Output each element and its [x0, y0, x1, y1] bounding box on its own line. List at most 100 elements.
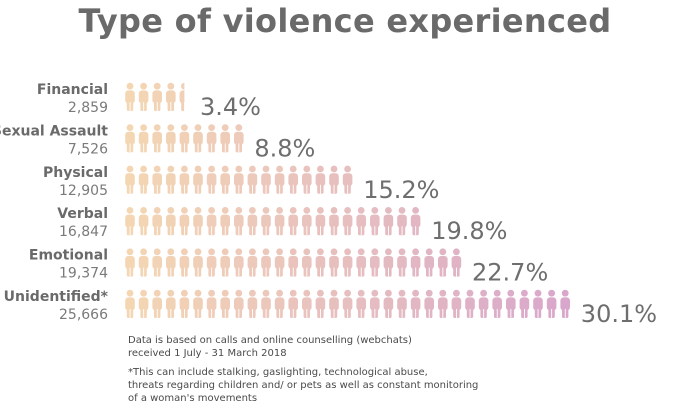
- person-icon: [166, 289, 176, 318]
- percent-label: 22.7%: [472, 259, 548, 287]
- person-icon: [315, 165, 326, 194]
- footnote-line-1: *This can include stalking, gaslighting,…: [128, 367, 428, 378]
- person-icon: [247, 289, 258, 318]
- person-icon: [179, 248, 190, 277]
- person-icon: [451, 289, 462, 318]
- person-icon: [383, 248, 394, 277]
- person-icon: [152, 165, 162, 194]
- person-icon: [288, 207, 298, 236]
- category-label: Emotional: [29, 248, 108, 264]
- person-icon: [397, 207, 407, 236]
- count-label: 2,859: [68, 100, 108, 116]
- person-icon: [179, 83, 185, 111]
- person-icon: [288, 248, 298, 277]
- person-icon: [234, 207, 244, 236]
- person-icon: [152, 207, 162, 236]
- person-icon: [315, 289, 326, 318]
- person-icon: [438, 248, 448, 277]
- person-icon: [302, 289, 312, 318]
- person-icon: [125, 124, 135, 153]
- person-icon: [234, 165, 244, 194]
- person-icon: [274, 289, 285, 318]
- person-icon: [125, 207, 135, 236]
- person-icon: [138, 165, 149, 194]
- person-icon: [383, 207, 394, 236]
- person-icon: [193, 248, 203, 277]
- person-icon: [315, 248, 326, 277]
- person-icon: [370, 248, 380, 277]
- person-icon: [220, 248, 230, 277]
- person-icon: [546, 289, 557, 318]
- person-icon: [138, 248, 149, 277]
- person-icon: [410, 207, 421, 236]
- person-icon: [234, 248, 244, 277]
- person-icon: [465, 289, 475, 318]
- data-source-note: Data is based on calls and online counse…: [128, 334, 528, 360]
- person-icon: [274, 248, 285, 277]
- person-icon: [193, 165, 203, 194]
- person-icon: [234, 124, 244, 153]
- person-icon: [342, 289, 353, 318]
- person-icon: [220, 124, 230, 153]
- data-source-line-1: Data is based on calls and online counse…: [128, 335, 412, 346]
- person-icon: [247, 207, 258, 236]
- person-icon: [370, 207, 380, 236]
- person-icon: [261, 289, 271, 318]
- person-icon: [533, 289, 543, 318]
- category-label: Verbal: [57, 206, 108, 222]
- person-icon: [329, 207, 339, 236]
- person-icon: [166, 207, 176, 236]
- percent-label: 19.8%: [431, 217, 507, 245]
- person-icon: [424, 289, 434, 318]
- person-icon: [302, 165, 312, 194]
- person-icon: [329, 165, 339, 194]
- person-icon: [492, 289, 502, 318]
- chart-title: Type of violence experienced: [78, 2, 612, 40]
- person-icon: [125, 289, 135, 318]
- person-icon: [329, 248, 339, 277]
- count-label: 25,666: [59, 307, 108, 323]
- person-icon: [560, 289, 570, 318]
- person-icon: [274, 207, 285, 236]
- person-icon: [152, 289, 162, 318]
- person-icon: [342, 207, 353, 236]
- person-icon: [302, 207, 312, 236]
- person-icon: [302, 248, 312, 277]
- person-icon: [125, 248, 135, 277]
- person-icon: [138, 207, 149, 236]
- person-icon: [193, 289, 203, 318]
- person-icon: [138, 124, 149, 153]
- person-icon: [166, 165, 176, 194]
- person-icon: [329, 289, 339, 318]
- pictogram-chart: Financial 2,859 3.4% Sexual Assault 7,526 8.8…: [0, 82, 657, 328]
- footnote: *This can include stalking, gaslighting,…: [128, 366, 528, 405]
- footnote-line-2: threats regarding children and/ or pets …: [128, 380, 479, 391]
- person-icon: [356, 207, 366, 236]
- person-icon: [125, 165, 135, 194]
- person-icon: [247, 248, 258, 277]
- person-icon: [138, 289, 149, 318]
- person-icon: [220, 207, 230, 236]
- person-icon: [206, 248, 217, 277]
- person-icon: [193, 124, 203, 153]
- person-icon: [193, 207, 203, 236]
- data-source-line-2: received 1 July - 31 March 2018: [128, 348, 287, 359]
- person-icon: [342, 248, 353, 277]
- person-icon: [506, 289, 516, 318]
- person-icon: [274, 165, 285, 194]
- person-icon: [438, 289, 448, 318]
- person-icon: [152, 248, 162, 277]
- person-icon: [220, 165, 230, 194]
- person-icon: [206, 207, 217, 236]
- person-icon: [478, 289, 489, 318]
- person-icon: [288, 165, 298, 194]
- category-label: Physical: [43, 165, 108, 181]
- person-icon: [179, 207, 190, 236]
- person-icon: [166, 248, 176, 277]
- person-icon: [519, 289, 530, 318]
- count-label: 7,526: [68, 141, 108, 157]
- percent-label: 30.1%: [581, 300, 657, 328]
- person-icon: [383, 289, 394, 318]
- category-label: Financial: [37, 82, 108, 98]
- percent-label: 8.8%: [254, 134, 315, 162]
